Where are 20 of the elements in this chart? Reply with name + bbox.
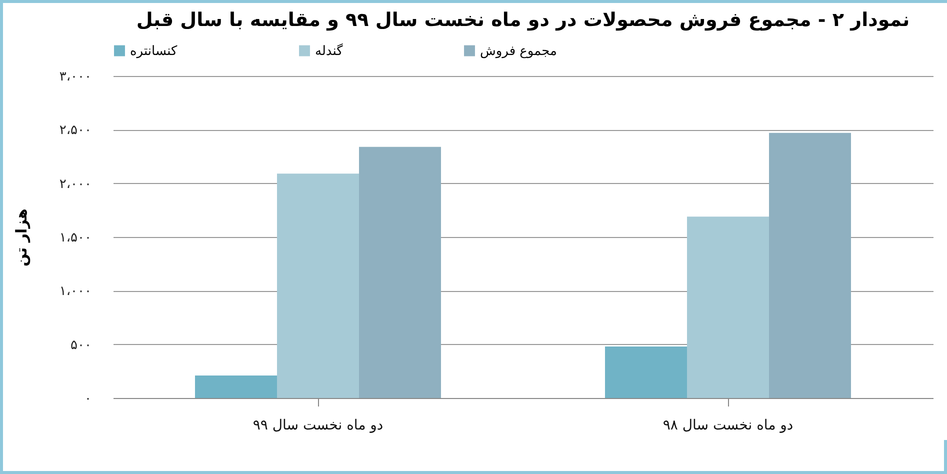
y-tick-label: ۱،۰۰۰	[59, 284, 92, 300]
bar	[195, 375, 277, 398]
bar	[769, 132, 851, 398]
bar	[605, 346, 687, 398]
y-tick-label: ۲،۵۰۰	[59, 123, 92, 138]
chart-title: نمودار ۲ - مجموع فروش محصولات در دو ماه نخست سال ۹۹ و مقایسه با سال قبل	[136, 9, 910, 31]
y-axis-title: هزار تن	[12, 208, 30, 266]
legend-label: مجموع فروش	[480, 44, 558, 59]
bar	[277, 174, 359, 398]
x-tick-label: دو ماه نخست سال ۹۹	[252, 418, 384, 434]
y-tick-label: ۲،۰۰۰	[59, 176, 92, 192]
y-tick-label: ۰	[84, 392, 92, 406]
x-tick-label: دو ماه نخست سال ۹۸	[662, 418, 794, 434]
y-tick-label: ۳،۰۰۰	[59, 70, 92, 84]
y-tick-label: ۱،۵۰۰	[59, 230, 92, 246]
legend-label: گندله	[315, 42, 344, 59]
legend-label: کنسانتره	[130, 44, 178, 59]
bar	[687, 216, 769, 398]
y-tick-label: ۵۰۰	[70, 338, 92, 353]
bar	[359, 146, 441, 398]
